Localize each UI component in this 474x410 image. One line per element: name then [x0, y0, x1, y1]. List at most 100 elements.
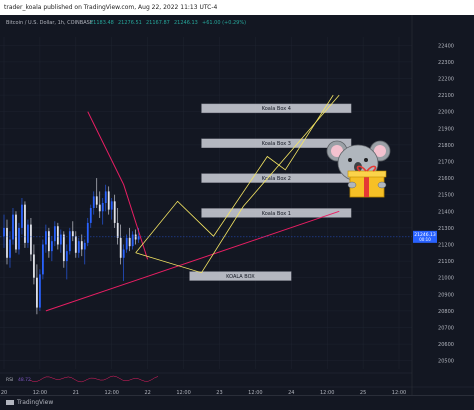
gift-bow [356, 165, 377, 172]
candle-body [98, 204, 101, 212]
candle-body [18, 227, 20, 250]
ohlc-high: 21276.51 [118, 20, 142, 26]
candle-body [6, 227, 8, 258]
candle-body [21, 204, 23, 228]
uptrend-line [45, 210, 340, 312]
candle-body [42, 244, 44, 275]
candle-body [15, 214, 17, 250]
price-chart[interactable]: Koala Box 4 Koala Box 3 Koala Box 2 Koala B… [0, 15, 474, 396]
price-tick-label: 20700 [438, 326, 454, 332]
time-tick-label: 12:00 [33, 390, 47, 395]
target-box-label: Koala Box 4 [262, 106, 291, 112]
candle-body [116, 222, 119, 238]
price-tick-label: 22300 [438, 60, 454, 66]
rsi-line [29, 375, 159, 383]
price-tick-label: 21800 [438, 143, 454, 149]
candle-body [9, 239, 11, 258]
candle-body [47, 231, 50, 252]
candle-body [80, 241, 83, 250]
time-tick-label: 12:00 [105, 390, 119, 395]
candle-body [30, 224, 32, 255]
koala-paw-left [347, 181, 357, 189]
koala-right-eye [364, 158, 368, 162]
price-tick-label: 22000 [438, 110, 454, 116]
current-price-value: 21246.13 [414, 232, 436, 238]
price-tick-label: 21100 [438, 259, 454, 265]
price-tick-label: 21600 [438, 176, 454, 182]
candle-body [36, 277, 38, 308]
rsi-value: 48.72 [18, 377, 31, 383]
time-tick-label: 12:00 [176, 390, 190, 395]
candle-body [65, 251, 68, 262]
candle-body [137, 236, 140, 240]
candle-body [62, 234, 65, 262]
candle-body [131, 234, 134, 247]
candle-body [89, 207, 92, 223]
candle-body [27, 224, 29, 243]
rsi-pane: RSI 48.72 [0, 372, 412, 383]
symbol-line: Bitcoin / U.S. Dollar, 1h, COINBASE [6, 20, 93, 26]
koala-left-eye [348, 158, 352, 162]
publisher-line: trader_koala published on TradingView.co… [4, 4, 218, 11]
target-box-label: Koala Box 1 [262, 211, 291, 217]
koala-right-ear-inner [374, 145, 386, 157]
price-tick-label: 21300 [438, 226, 454, 232]
target-box-label: Koala Box 2 [262, 176, 291, 182]
footer-bar: TradingView [0, 395, 474, 410]
candle-body [59, 234, 62, 245]
time-tick-label: 25 [360, 390, 366, 395]
candle-body [56, 226, 59, 245]
price-tick-label: 21000 [438, 276, 454, 282]
koala-paw-right [377, 181, 387, 189]
time-tick-label: 12:00 [248, 390, 262, 395]
price-tick-label: 22400 [438, 43, 454, 49]
ohlc-open: 21183.48 [90, 20, 114, 26]
rsi-label: RSI [6, 377, 13, 383]
price-tick-label: 21700 [438, 160, 454, 166]
target-box-label: Koala Box 3 [262, 141, 291, 147]
candle-body [53, 226, 56, 242]
ohlc-change: +61.00 (+0.29%) [202, 20, 246, 26]
price-tick-label: 20600 [438, 342, 454, 348]
koala-mascot [326, 140, 391, 198]
time-tick-label: 20 [1, 390, 7, 395]
time-tick-label: 12:00 [320, 390, 334, 395]
time-tick-label: 21 [73, 390, 79, 395]
candle-body [83, 242, 86, 250]
price-tick-label: 20500 [438, 359, 454, 365]
chart-panel[interactable]: Koala Box 4 Koala Box 3 Koala Box 2 Koala B… [0, 15, 474, 396]
target-box [189, 271, 292, 281]
downtrend-line [87, 111, 149, 260]
candle-body [113, 201, 116, 223]
projection-path-a [135, 94, 334, 254]
chart-header: Bitcoin / U.S. Dollar, 1h, COINBASE 2118… [6, 20, 246, 26]
price-tick-label: 22200 [438, 77, 454, 83]
candle-body [110, 201, 113, 210]
candle-body [77, 241, 80, 253]
target-box [201, 138, 352, 148]
candle-body [128, 237, 131, 247]
time-tick-label: 12:00 [392, 390, 406, 395]
time-tick-label: 23 [216, 390, 222, 395]
price-tick-label: 20800 [438, 309, 454, 315]
time-tick-label: 22 [144, 390, 150, 395]
price-tick-label: 22100 [438, 93, 454, 99]
price-tick-label: 20900 [438, 292, 454, 298]
candle-body [92, 196, 95, 208]
candle-body [12, 214, 14, 240]
price-tick-label: 21200 [438, 243, 454, 249]
candle-body [71, 231, 74, 237]
time-axis: 20 12:00 21 12:00 22 12:00 23 12:00 24 12:00 25 12:… [0, 386, 474, 396]
drawings: Koala Box 4 Koala Box 3 Koala Box 2 Koala B… [0, 94, 437, 312]
ohlc-close: 21246.13 [174, 20, 198, 26]
candle-body [95, 196, 98, 205]
projection-path-b [135, 94, 340, 274]
candle-body [107, 191, 110, 210]
candle-body [39, 274, 41, 308]
candles [3, 178, 140, 315]
brand-label: TradingView [17, 399, 54, 406]
grid [0, 37, 412, 369]
price-tick-label: 21400 [438, 209, 454, 215]
tradingview-brand[interactable]: TradingView [6, 399, 53, 406]
